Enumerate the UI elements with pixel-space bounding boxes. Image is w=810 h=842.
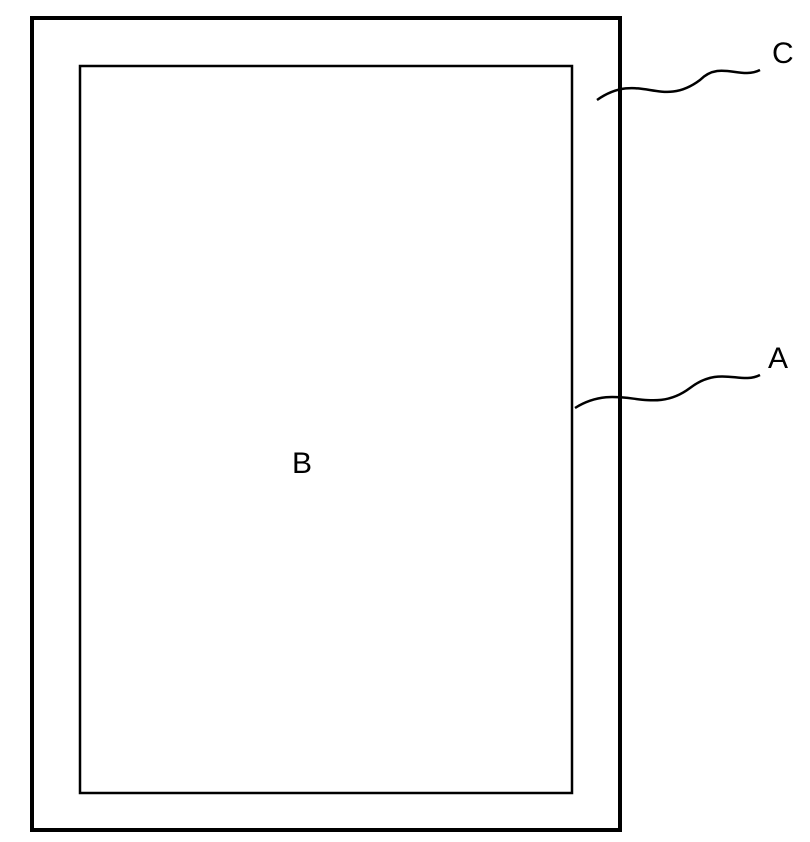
diagram-container: B A C [0,0,810,837]
leader-line-a [575,375,760,408]
label-b: B [292,447,312,480]
outer-rectangle [32,18,620,830]
diagram-svg: B A C [0,0,810,837]
label-c: C [772,37,794,70]
label-a: A [768,342,788,375]
inner-rectangle [80,66,572,793]
